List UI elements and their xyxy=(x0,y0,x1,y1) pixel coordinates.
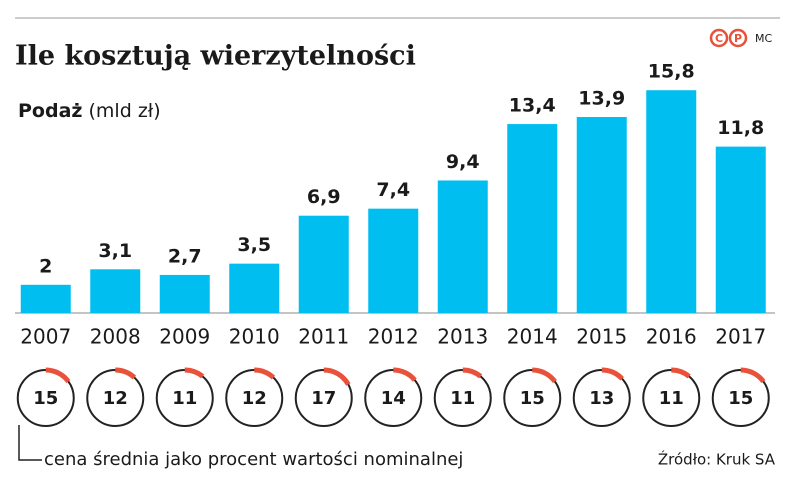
bar xyxy=(437,180,488,313)
gauge-value: 15 xyxy=(728,388,753,409)
value-label: 2,7 xyxy=(168,245,202,267)
source: Źródło: Kruk SA xyxy=(658,450,776,469)
bar xyxy=(20,284,71,313)
value-label: 11,8 xyxy=(717,117,764,139)
value-label: 3,1 xyxy=(98,240,132,262)
subtitle-main: Podaż xyxy=(18,100,82,122)
gauge-value: 11 xyxy=(450,388,475,409)
gauge-value: 15 xyxy=(520,388,545,409)
x-tick-label: 2015 xyxy=(576,325,627,349)
bar xyxy=(646,90,697,313)
gauge-value: 12 xyxy=(242,388,267,409)
gauge-value: 13 xyxy=(589,388,614,409)
gauge-arc xyxy=(601,367,624,381)
gauge-value: 11 xyxy=(172,388,197,409)
bar xyxy=(507,124,558,313)
x-tick-label: 2016 xyxy=(646,325,697,349)
gauge-value: 17 xyxy=(311,388,336,409)
value-label: 9,4 xyxy=(446,151,480,173)
x-tick-label: 2014 xyxy=(507,325,558,349)
x-tick-label: 2009 xyxy=(159,325,210,349)
value-label: 15,8 xyxy=(648,61,695,83)
x-tick-label: 2012 xyxy=(368,325,419,349)
value-label: 7,4 xyxy=(376,179,410,201)
caption-leader xyxy=(18,425,42,461)
x-tick-label: 2011 xyxy=(298,325,349,349)
gauge-arc xyxy=(45,367,71,384)
x-tick-label: 2017 xyxy=(715,325,766,349)
gauge-value: 12 xyxy=(103,388,128,409)
x-tick-label: 2013 xyxy=(437,325,488,349)
gauge-arc xyxy=(254,367,276,380)
bar xyxy=(159,274,210,313)
value-label: 2 xyxy=(39,255,52,277)
bar xyxy=(368,208,419,313)
logo: C P xyxy=(709,28,748,48)
gauge-arc xyxy=(740,367,766,384)
gauge-arc xyxy=(532,367,557,384)
x-tick-label: 2007 xyxy=(20,325,71,349)
gauge-arc xyxy=(115,367,137,380)
subtitle: Podaż (mld zł) xyxy=(18,100,161,122)
bar xyxy=(576,117,627,313)
gauge-arc xyxy=(671,367,691,379)
gauge-arc xyxy=(462,367,483,379)
gauge-value: 15 xyxy=(33,388,58,409)
gauge-arc xyxy=(184,367,205,379)
gauge-value: 11 xyxy=(659,388,684,409)
credit: MC xyxy=(755,32,772,45)
value-label: 13,4 xyxy=(509,95,556,117)
x-tick-label: 2008 xyxy=(90,325,141,349)
unit: (mld zł) xyxy=(89,100,161,122)
logo-ring xyxy=(709,28,729,48)
chart-title: Ile kosztują wierzytelności xyxy=(15,41,416,72)
value-label: 3,5 xyxy=(237,234,271,256)
x-tick-label: 2010 xyxy=(229,325,280,349)
gauge-arc xyxy=(393,367,417,382)
logo-ring xyxy=(728,28,748,48)
gauge-arc xyxy=(323,367,351,386)
bar xyxy=(715,146,766,313)
value-label: 6,9 xyxy=(307,186,341,208)
value-label: 13,9 xyxy=(578,88,625,110)
caption: cena średnia jako procent wartości nomin… xyxy=(44,449,463,470)
gauge-value: 14 xyxy=(381,388,406,409)
bar xyxy=(229,263,280,313)
logo-letter: P xyxy=(734,32,742,45)
logo-letter: C xyxy=(715,32,723,45)
bar xyxy=(90,269,141,313)
bar xyxy=(298,215,349,313)
